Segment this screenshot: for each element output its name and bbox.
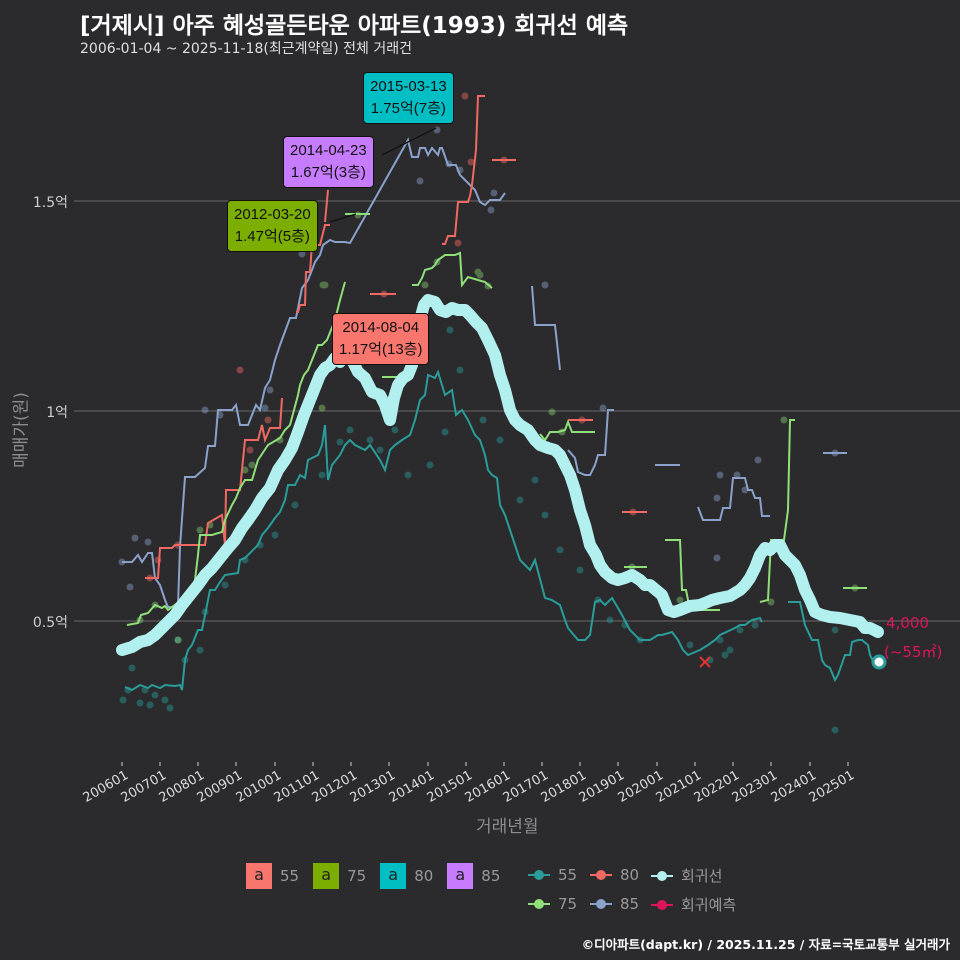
regression-line	[116, 294, 884, 656]
line-point-icon	[528, 898, 550, 909]
y-tick-label: 1.5억	[32, 195, 68, 211]
prediction-area: (~55㎡)	[884, 643, 943, 661]
line-75-h	[759, 419, 795, 603]
callout-max-55: 2014-08-04 1.17억(13층)	[332, 313, 430, 365]
scatter-55	[119, 326, 839, 734]
scatter-75	[136, 211, 859, 644]
line-75	[126, 281, 346, 626]
chart-title: [거제시] 아주 혜성골든타운 아파트(1993) 회귀선 예측	[80, 13, 629, 39]
legend-line-prediction: 회귀예측	[651, 894, 736, 915]
legend-swatch-80: a	[380, 863, 407, 889]
callout-max-85: 2014-04-23 1.67억(3층)	[283, 136, 374, 188]
chart-subtitle: 2006-01-04 ~ 2025-11-18(최근계약일) 전체 거래건	[80, 41, 412, 57]
line-85-b	[531, 285, 561, 371]
y-axis-label: 매매가(원)	[11, 392, 32, 468]
legend-swatch-75: a	[313, 863, 340, 889]
callout-max-75: 2012-03-20 1.47억(5층)	[227, 200, 318, 252]
legend-line-55: 55	[528, 865, 577, 884]
line-80-d	[442, 95, 485, 245]
legend-line-80: 80	[590, 865, 639, 884]
x-tick-marks	[121, 762, 849, 766]
legend-line-regression: 회귀선	[651, 865, 722, 886]
legend-line-85: 85	[590, 894, 639, 913]
y-tick-label: 1억	[46, 405, 68, 421]
line-point-icon	[590, 869, 612, 880]
legend-swatch-55: a	[246, 863, 272, 889]
line-75-e	[539, 419, 595, 442]
line-75-d	[412, 251, 493, 289]
footer-credit: ©디아파트(dapt.kr) / 2025.11.25 / 자료=국토교통부 실…	[581, 937, 950, 952]
callout-connector	[324, 189, 329, 223]
prediction-point	[871, 654, 887, 670]
line-55	[124, 369, 763, 692]
legend-swatch-85: a	[447, 863, 474, 889]
line-point-icon	[528, 869, 550, 880]
prediction-value: 4,000	[886, 614, 929, 632]
line-80	[145, 397, 283, 579]
line-85-e	[697, 477, 770, 521]
x-axis-label: 거래년월	[476, 817, 539, 837]
legend-line-75: 75	[528, 894, 577, 913]
line-55-b	[788, 601, 881, 683]
line-point-icon	[590, 898, 612, 909]
prediction-cross-marker	[699, 656, 711, 668]
line-point-icon	[651, 870, 673, 881]
callout-max-80: 2015-03-13 1.75억(7층)	[363, 72, 454, 124]
callout-connector	[329, 213, 357, 223]
callout-connector	[381, 127, 437, 156]
line-point-icon	[651, 899, 673, 910]
line-85-c	[567, 409, 614, 476]
line-80-b	[296, 224, 330, 313]
legend-fill: a 55 a 75 a 80 a 85	[246, 863, 514, 889]
y-tick-label: 0.5억	[32, 615, 68, 631]
